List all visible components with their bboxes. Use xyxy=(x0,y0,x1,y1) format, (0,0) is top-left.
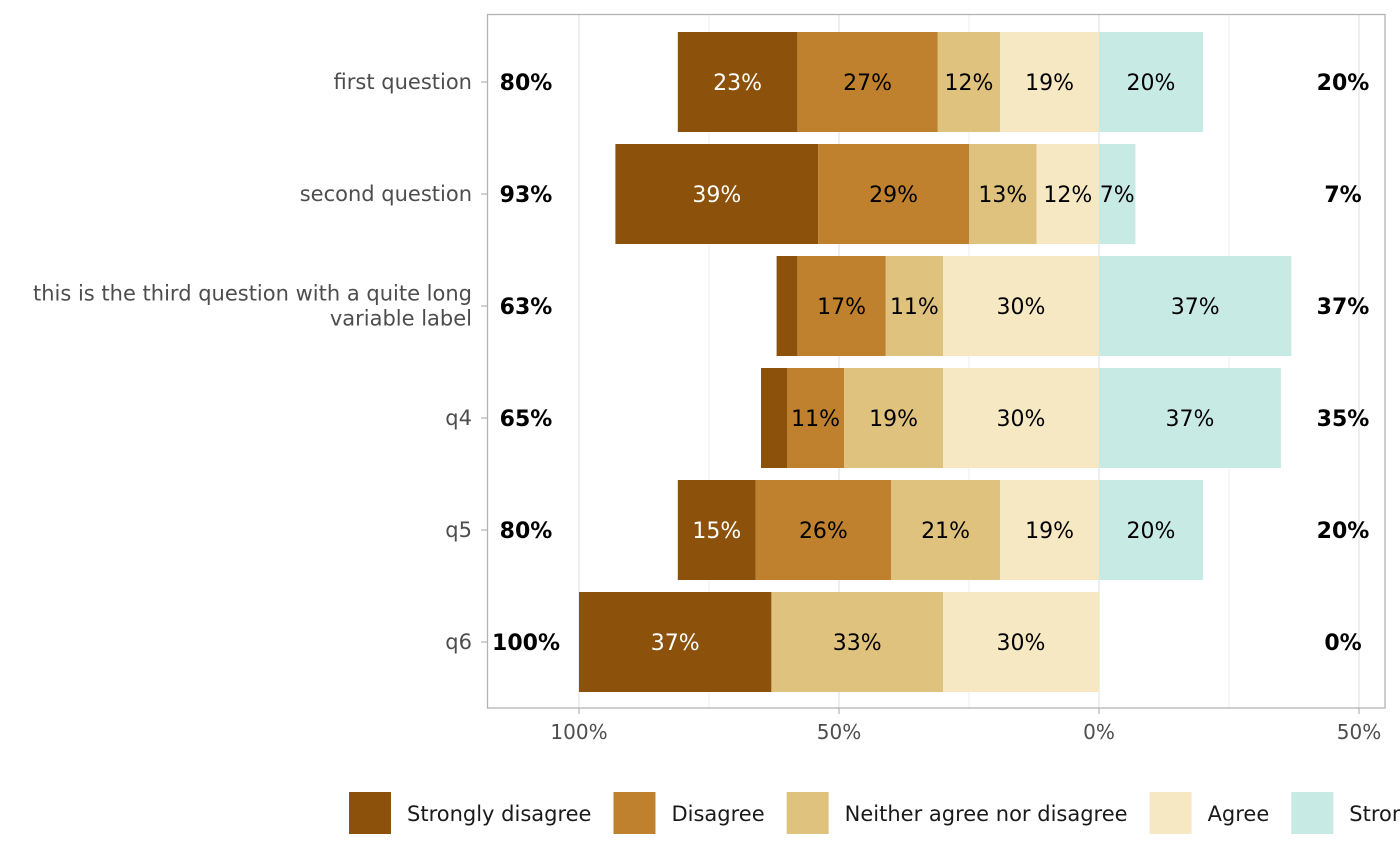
bar-segment xyxy=(797,256,886,356)
data-label: 30% xyxy=(997,295,1046,320)
data-label: 7% xyxy=(1100,183,1135,208)
data-label: 23% xyxy=(713,71,762,96)
y-tick-label: this is the third question with a quite … xyxy=(33,282,472,331)
y-tick-label: q6 xyxy=(445,630,472,654)
legend-label: Agree xyxy=(1208,802,1270,826)
data-label: 13% xyxy=(978,183,1027,208)
y-tick-label: q4 xyxy=(445,406,472,430)
data-label: 37% xyxy=(1166,407,1215,432)
x-tick-label: 0% xyxy=(1083,720,1115,744)
bar-segment xyxy=(579,592,772,692)
y-tick-label: q5 xyxy=(445,518,472,542)
data-label: 20% xyxy=(1127,519,1176,544)
data-label: 26% xyxy=(799,519,848,544)
data-label: 19% xyxy=(1025,71,1074,96)
bar-segment xyxy=(1099,480,1203,580)
left-total-label: 80% xyxy=(500,71,553,96)
legend: Strongly disagree Disagree Neither agree n… xyxy=(349,792,1400,834)
bar-segment xyxy=(891,480,1001,580)
bars: 23% 27% 12% 19% 20% 39% 29% 13% 12% 7% 17% 11% 30% 37… xyxy=(579,32,1292,692)
bar-segment xyxy=(943,368,1099,468)
y-axis: first question second question this is the… xyxy=(33,70,488,654)
bar-segment xyxy=(969,144,1037,244)
left-total-label: 93% xyxy=(500,183,553,208)
right-total-label: 0% xyxy=(1324,631,1361,656)
bar-segment xyxy=(615,144,819,244)
bar-segment xyxy=(885,256,943,356)
bar-segment xyxy=(677,32,798,132)
data-label: 20% xyxy=(1127,71,1176,96)
legend-label: Neither agree nor disagree xyxy=(845,802,1128,826)
left-total-label: 100% xyxy=(492,631,560,656)
y-tick-label: first question xyxy=(334,70,472,94)
legend-swatch xyxy=(1291,792,1334,834)
bar-segment xyxy=(1000,480,1099,580)
legend-item: Neither agree nor disagree xyxy=(786,792,1128,834)
legend-swatch xyxy=(1149,792,1192,834)
bar-segment xyxy=(677,480,756,580)
data-label: 12% xyxy=(1043,183,1092,208)
data-label: 11% xyxy=(890,295,939,320)
data-label: 17% xyxy=(817,295,866,320)
bar-segment xyxy=(771,592,943,692)
legend-item: Disagree xyxy=(613,792,765,834)
plot-panel-border xyxy=(486,13,1386,709)
data-label: 15% xyxy=(692,519,741,544)
data-label: 21% xyxy=(921,519,970,544)
bar-segment xyxy=(818,144,969,244)
right-total-label: 37% xyxy=(1317,295,1370,320)
data-label: 19% xyxy=(1025,519,1074,544)
data-label: 27% xyxy=(843,71,892,96)
legend-swatch xyxy=(613,792,656,834)
bar-segment xyxy=(844,368,943,468)
legend-swatch xyxy=(786,792,829,834)
data-label: 29% xyxy=(869,183,918,208)
data-label: 33% xyxy=(833,631,882,656)
data-label: 30% xyxy=(997,407,1046,432)
x-axis: 100% 50% 0% 50% xyxy=(550,708,1381,744)
y-tick-label: second question xyxy=(300,182,472,206)
bar-segment xyxy=(1000,32,1099,132)
bar-segment xyxy=(1099,256,1292,356)
data-label: 11% xyxy=(791,407,840,432)
bar-segment xyxy=(761,368,787,468)
x-tick-label: 50% xyxy=(817,720,861,744)
legend-item: Agree xyxy=(1149,792,1270,834)
data-label: 12% xyxy=(945,71,994,96)
total-labels: 80% 20% 93% 7% 63% 37% 65% 35% 80% 20% 100% 0% xyxy=(492,71,1369,656)
left-total-label: 80% xyxy=(500,519,553,544)
data-label: 37% xyxy=(1171,295,1220,320)
bar-segment xyxy=(1099,32,1203,132)
left-total-label: 65% xyxy=(500,407,553,432)
legend-item: Strongly agree xyxy=(1291,792,1400,834)
data-label: 30% xyxy=(997,631,1046,656)
right-total-label: 7% xyxy=(1324,183,1361,208)
bar-segment xyxy=(1099,368,1281,468)
right-total-label: 20% xyxy=(1317,519,1370,544)
bar-segment xyxy=(787,368,845,468)
bar-segment xyxy=(943,592,1099,692)
x-tick-label: 100% xyxy=(550,720,607,744)
left-total-label: 63% xyxy=(500,295,553,320)
legend-label: Strongly disagree xyxy=(407,802,591,826)
data-label: 19% xyxy=(869,407,918,432)
legend-item: Strongly disagree xyxy=(349,792,591,834)
legend-label: Disagree xyxy=(671,802,764,826)
bar-segment xyxy=(776,256,798,356)
legend-swatch xyxy=(349,792,391,834)
bar-segment xyxy=(797,32,938,132)
bar-segment xyxy=(1099,144,1136,244)
x-tick-label: 50% xyxy=(1337,720,1381,744)
legend-label: Strongly agree xyxy=(1349,802,1400,826)
data-label: 39% xyxy=(692,183,741,208)
bar-segment xyxy=(1036,144,1099,244)
bar-segment xyxy=(943,256,1099,356)
right-total-label: 20% xyxy=(1317,71,1370,96)
data-label: 37% xyxy=(651,631,700,656)
bar-segment xyxy=(937,32,1001,132)
right-total-label: 35% xyxy=(1317,407,1370,432)
bar-segment xyxy=(755,480,891,580)
